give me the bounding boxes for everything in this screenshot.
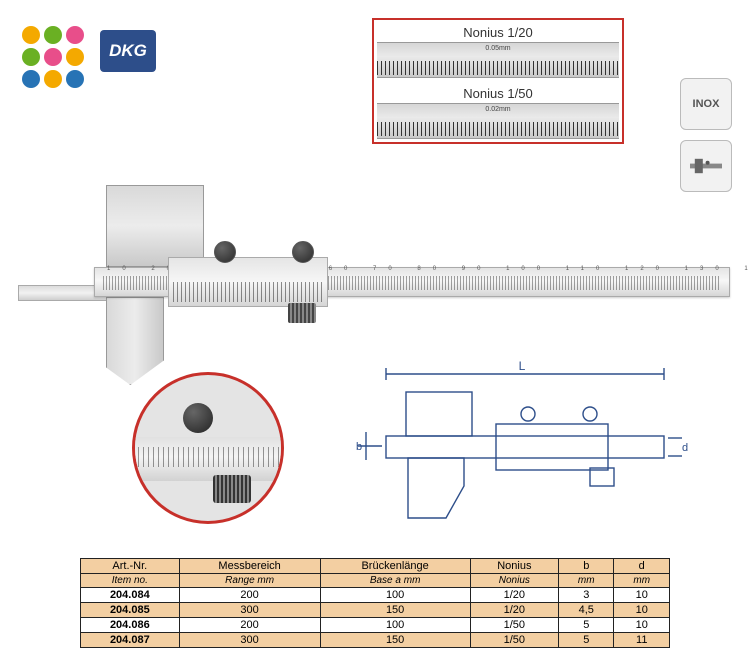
nonius-scale-50: 0.02mm [377,103,619,139]
cell: 10 [614,603,670,618]
col-subheader: Item no. [81,574,180,588]
zoom-detail [132,372,284,524]
cell: 3 [559,588,614,603]
cell: 5 [559,618,614,633]
col-subheader: Nonius [470,574,558,588]
dim-d: d [682,442,688,454]
col-header: Messbereich [179,559,320,574]
dim-L: L [519,359,526,373]
col-header: b [559,559,614,574]
cell: 204.087 [81,633,180,648]
cell: 150 [320,603,470,618]
cell: 204.084 [81,588,180,603]
table-header-row2: Item no.Range mmBase a mmNoniusmmmm [81,574,670,588]
nonius-title-50: Nonius 1/50 [377,84,619,103]
logo-dot [22,26,40,44]
cell: 300 [179,633,320,648]
col-subheader: Base a mm [320,574,470,588]
table-header-row1: Art.-Nr.MessbereichBrückenlängeNoniusbd [81,559,670,574]
cell: 200 [179,618,320,633]
cell: 1/50 [470,618,558,633]
col-header: Nonius [470,559,558,574]
dkg-logo: DKG [100,30,156,72]
cell: 1/50 [470,633,558,648]
cell: 1/20 [470,588,558,603]
nonius-fine-label-50: 0.02mm [485,106,510,113]
nonius-scale-20: 0.05mm [377,42,619,78]
cell: 5 [559,633,614,648]
nonius-panel: Nonius 1/20 0.05mm Nonius 1/50 0.02mm [372,18,624,144]
spec-table: Art.-Nr.MessbereichBrückenlängeNoniusbd … [80,558,670,648]
nonius-fine-label-20: 0.05mm [485,45,510,52]
cell: 204.085 [81,603,180,618]
col-header: Art.-Nr. [81,559,180,574]
logo-dot [44,48,62,66]
technical-diagram: L b d [346,358,688,536]
cell: 150 [320,633,470,648]
depth-caliper-image: 10 20 30 40 50 60 70 80 90 100 110 120 1… [18,185,730,385]
brand-dots-logo [22,26,84,88]
logo-dot [22,70,40,88]
col-subheader: Range mm [179,574,320,588]
cell: 11 [614,633,670,648]
col-header: Brückenlänge [320,559,470,574]
cell: 1/20 [470,603,558,618]
cell: 100 [320,588,470,603]
caliper-icon [690,156,722,176]
nonius-title-20: Nonius 1/20 [377,23,619,42]
cell: 204.086 [81,618,180,633]
cell: 100 [320,618,470,633]
table-row: 204.0842001001/20310 [81,588,670,603]
table-row: 204.0862001001/50510 [81,618,670,633]
cell: 4,5 [559,603,614,618]
inox-badge: INOX [680,78,732,130]
logo-dot [44,26,62,44]
cell: 10 [614,618,670,633]
table-row: 204.0853001501/204,510 [81,603,670,618]
cell: 10 [614,588,670,603]
logo-dot [66,70,84,88]
cell: 300 [179,603,320,618]
col-subheader: mm [614,574,670,588]
logo-dot [22,48,40,66]
table-row: 204.0873001501/50511 [81,633,670,648]
col-header: d [614,559,670,574]
cell: 200 [179,588,320,603]
logo-dot [66,26,84,44]
col-subheader: mm [559,574,614,588]
table-body: 204.0842001001/20310204.0853001501/204,5… [81,588,670,648]
logo-dot [44,70,62,88]
logo-dot [66,48,84,66]
dim-b: b [356,441,362,453]
